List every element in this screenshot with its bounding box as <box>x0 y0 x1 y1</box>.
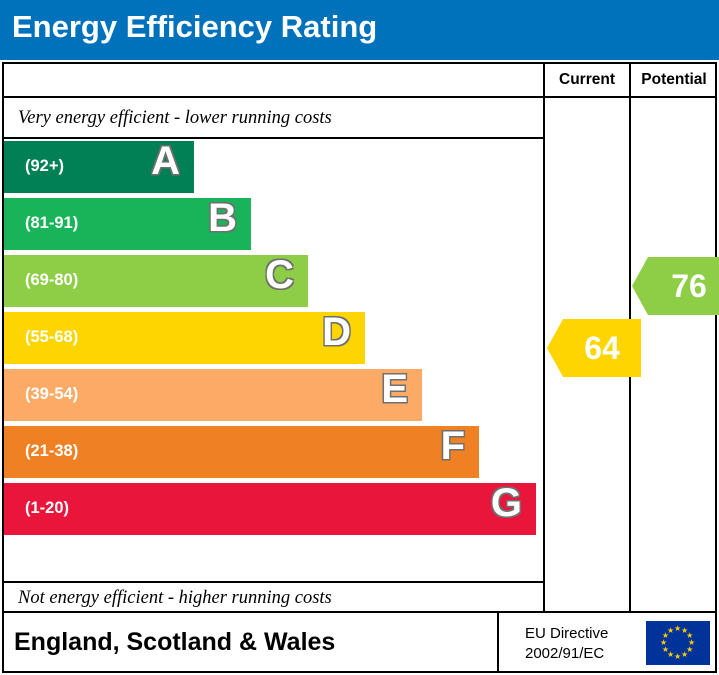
band-bar-g: (1-20) G <box>4 481 536 535</box>
eu-star-icon: ★ <box>686 645 694 654</box>
eu-star-icon: ★ <box>686 631 694 640</box>
current-column-header: Current <box>559 71 615 88</box>
footer-directive: EU Directive 2002/91/EC <box>525 624 608 664</box>
footer-directive-line2: 2002/91/EC <box>525 645 605 662</box>
band-bar-b: (81-91) B <box>4 196 251 250</box>
band-bar-d: (55-68) D <box>4 310 365 364</box>
eu-star-icon: ★ <box>688 638 696 647</box>
column-header-row <box>2 62 717 98</box>
eu-star-icon: ★ <box>681 625 689 635</box>
band-letter-d: D <box>322 310 351 354</box>
band-letter-a: A <box>151 139 180 183</box>
caption-inefficient: Not energy efficient - higher running co… <box>18 588 332 608</box>
potential-column-header: Potential <box>641 71 707 88</box>
current-badge-arrow <box>547 319 563 377</box>
band-letter-b: B <box>208 196 237 240</box>
footer-bar <box>2 613 717 673</box>
band-letter-c: C <box>265 253 294 297</box>
eu-star-icon: ★ <box>681 650 689 660</box>
potential-rating-badge: 76 <box>632 257 719 315</box>
potential-column <box>629 62 717 613</box>
band-range-c: (69-80) <box>25 271 79 289</box>
band-bar-c: (69-80) C <box>4 253 308 307</box>
footer-divider <box>497 613 499 673</box>
potential-badge-arrow <box>632 257 648 315</box>
eu-star-icon: ★ <box>667 650 675 660</box>
footer-directive-line1: EU Directive <box>525 625 609 642</box>
band-letter-f: F <box>440 424 465 468</box>
eu-star-icon: ★ <box>661 645 670 654</box>
eu-flag-icon: ★ ★ ★ ★ ★ ★ ★ ★ ★ ★ ★ ★ <box>646 621 710 665</box>
band-range-e: (39-54) <box>25 385 79 403</box>
chart-frame <box>2 62 717 613</box>
caption-efficient: Very energy efficient - lower running co… <box>18 108 332 128</box>
footer-region: England, Scotland & Wales <box>14 628 336 656</box>
band-range-b: (81-91) <box>25 214 79 232</box>
divider-bottom <box>2 581 543 583</box>
current-rating-value: 64 <box>563 319 641 377</box>
current-column <box>543 62 629 613</box>
current-rating-badge: 64 <box>547 319 641 377</box>
page-title: Energy Efficiency Rating <box>12 9 378 44</box>
divider-top <box>2 137 543 139</box>
band-range-d: (55-68) <box>25 328 79 346</box>
eu-star-icon: ★ <box>667 625 675 635</box>
potential-rating-value: 76 <box>648 257 719 315</box>
eu-star-icon: ★ <box>661 631 670 640</box>
eu-star-icon: ★ <box>674 624 682 633</box>
band-letter-e: E <box>381 367 408 411</box>
band-bar-f: (21-38) F <box>4 424 479 478</box>
band-letter-g: G <box>490 481 522 525</box>
title-bar: Energy Efficiency Rating <box>0 0 719 60</box>
band-bar-a: (92+) A <box>4 139 194 193</box>
band-range-g: (1-20) <box>25 499 70 517</box>
band-range-a: (92+) <box>25 157 64 175</box>
eu-star-icon: ★ <box>660 638 668 647</box>
eu-star-icon: ★ <box>674 652 682 661</box>
band-bar-e: (39-54) E <box>4 367 422 421</box>
band-range-f: (21-38) <box>25 442 79 460</box>
